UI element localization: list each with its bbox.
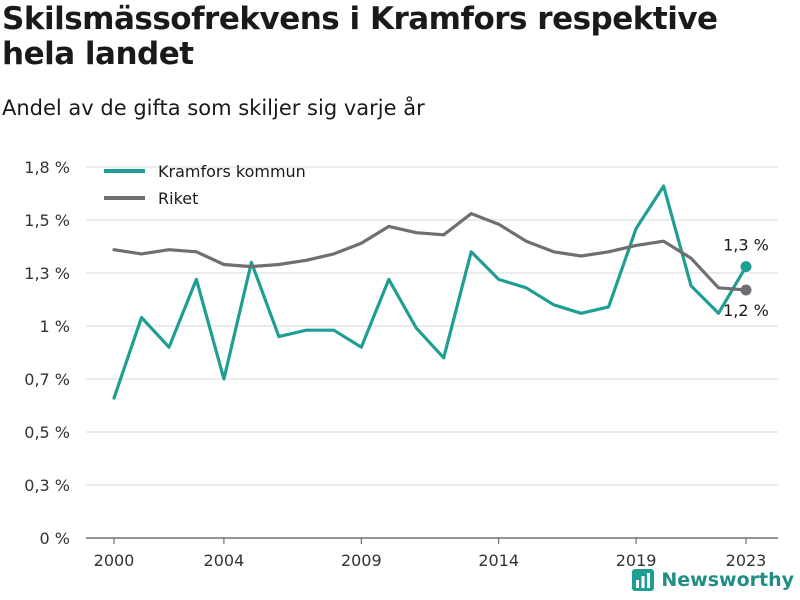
y-tick-label: 0,5 %: [24, 423, 70, 442]
x-tick-label: 2004: [204, 551, 245, 570]
chart-subtitle: Andel av de gifta som skiljer sig varje …: [2, 96, 425, 120]
x-tick-label: 2023: [726, 551, 767, 570]
x-axis-ticks: 2000 2004 2009 2014 2019 2023: [94, 538, 767, 570]
end-markers: 1,3 % 1,2 %: [723, 236, 769, 320]
end-value-label: 1,3 %: [723, 236, 769, 255]
x-tick-label: 2019: [616, 551, 657, 570]
y-tick-label: 0,7 %: [24, 370, 70, 389]
end-value-label: 1,2 %: [723, 301, 769, 320]
series-line-kramfors: [112, 184, 748, 400]
brand-name: Newsworthy: [661, 569, 794, 591]
y-tick-label: 1 %: [40, 317, 70, 336]
brand-logo: Newsworthy: [631, 568, 794, 592]
legend-label: Riket: [158, 189, 198, 208]
y-tick-label: 1,8 %: [24, 158, 70, 177]
series-lines: [112, 184, 748, 400]
grid-lines: [86, 166, 778, 539]
chart-title: Skilsmässofrekvens i Kramfors respektive…: [2, 1, 718, 72]
y-axis-ticks: 0 % 0,3 % 0,5 % 0,7 % 1 % 1,3 % 1,5 % 1,8 %: [24, 158, 70, 548]
legend: Kramfors kommun Riket: [104, 162, 306, 208]
y-tick-label: 1,3 %: [24, 264, 70, 283]
legend-label: Kramfors kommun: [158, 162, 306, 181]
end-point-marker: [740, 261, 752, 273]
bar-chart-icon: [632, 569, 655, 591]
y-tick-label: 0 %: [40, 529, 70, 548]
x-tick-label: 2014: [478, 551, 519, 570]
x-tick-label: 2000: [94, 551, 135, 570]
y-tick-label: 0,3 %: [24, 476, 70, 495]
x-tick-label: 2009: [341, 551, 382, 570]
end-point-marker: [740, 284, 752, 296]
y-tick-label: 1,5 %: [24, 211, 70, 230]
series-line-riket: [112, 212, 748, 292]
